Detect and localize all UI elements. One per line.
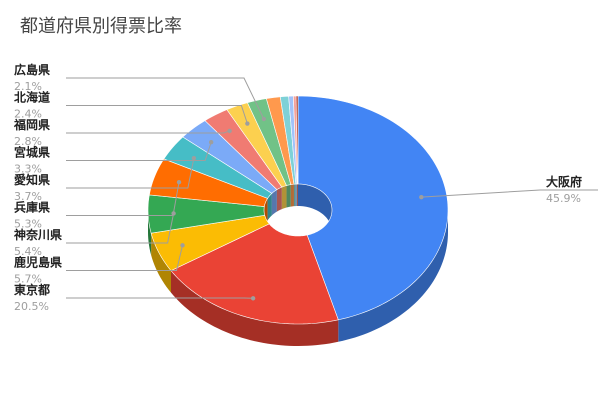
- slice-value-5: 3.7%: [14, 190, 42, 203]
- slice-value-9: 2.1%: [14, 80, 42, 93]
- leader-line-8: [66, 105, 248, 124]
- slice-value-2: 5.7%: [14, 273, 42, 286]
- slice-value-7: 2.8%: [14, 135, 42, 148]
- slice-label-2: 鹿児島県: [14, 255, 62, 270]
- slice-label-9: 広島県: [14, 62, 50, 77]
- leader-dot-9: [261, 116, 267, 122]
- pie-hole-wall-12-1: [295, 184, 297, 207]
- slice-value-1: 20.5%: [14, 300, 49, 313]
- slice-value-0: 45.9%: [546, 192, 581, 205]
- slice-label-4: 兵庫県: [14, 200, 50, 215]
- leader-line-9: [66, 77, 265, 120]
- slice-label-7: 福岡県: [13, 117, 50, 132]
- leader-dot-4: [176, 179, 182, 185]
- pie-slice-14: [295, 95, 299, 185]
- pie-hole-wall-7-1: [276, 187, 282, 212]
- slice-label-8: 北海道: [14, 90, 50, 105]
- pie-hole-wall-0-0: [298, 184, 332, 232]
- leader-line-5: [66, 158, 195, 189]
- leader-line-6: [66, 142, 212, 161]
- chart-title: 都道府県別得票比率: [20, 16, 182, 37]
- pie-hole-wall-8-1: [281, 185, 287, 210]
- leader-dot-1: [250, 296, 256, 301]
- slice-value-6: 3.3%: [14, 163, 42, 176]
- slice-value-4: 5.3%: [14, 218, 42, 231]
- leader-dot-6: [208, 139, 214, 145]
- pie-side-3: [148, 210, 152, 256]
- leader-dot-8: [245, 121, 250, 126]
- leader-line-2: [66, 245, 184, 271]
- leader-dot-2: [180, 243, 185, 248]
- slice-value-8: 2.4%: [14, 108, 42, 121]
- pie-hole-wall-13-1: [296, 184, 298, 207]
- pie-hole-wall-5-1: [267, 193, 272, 221]
- pie-hole-wall-10-1: [290, 184, 294, 207]
- pie-hole-wall-9-1: [286, 184, 291, 208]
- pie-hole-wall-6-1: [271, 189, 277, 216]
- leader-dot-5: [191, 155, 197, 161]
- slice-label-6: 宮城県: [14, 145, 50, 160]
- pie-side-1: [171, 270, 339, 346]
- leader-dot-3: [171, 211, 176, 216]
- slice-value-3: 5.4%: [14, 245, 42, 258]
- slice-label-3: 神奈川県: [14, 227, 62, 242]
- pie-side-0: [338, 210, 448, 342]
- leader-dot-0: [419, 194, 424, 200]
- slice-label-1: 東京都: [14, 282, 50, 297]
- pie-hole-wall-11-1: [293, 184, 296, 207]
- pie-side-2: [151, 233, 172, 293]
- leader-dot-7: [227, 128, 232, 134]
- leader-line-3: [66, 213, 175, 244]
- leader-line-0: [421, 189, 598, 198]
- slice-label-0: 大阪府: [546, 174, 582, 189]
- slice-label-5: 愛知県: [14, 172, 50, 187]
